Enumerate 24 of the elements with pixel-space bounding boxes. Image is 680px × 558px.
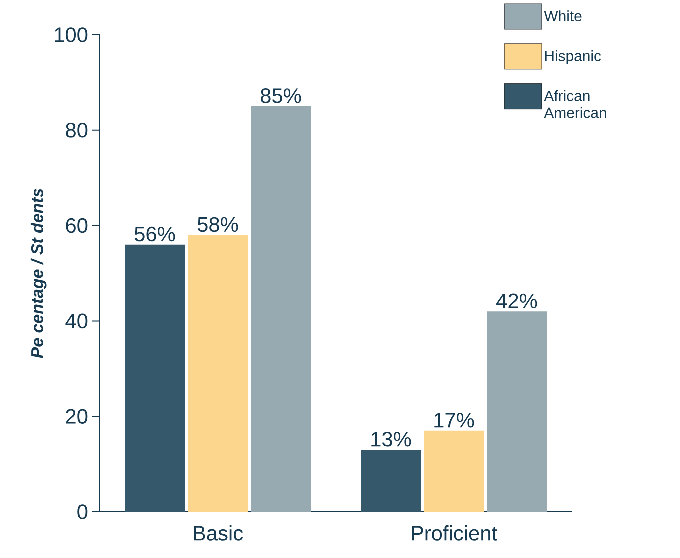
legend-label: Hispanic <box>545 50 602 64</box>
y-tick-label: 80 <box>66 122 88 138</box>
data-label: 13% <box>372 432 412 447</box>
data-label: 58% <box>198 217 238 232</box>
bar <box>125 244 185 512</box>
bar <box>188 235 248 512</box>
x-tick-label: Proficient <box>412 526 498 541</box>
data-label: 17% <box>434 413 474 428</box>
y-tick-label: 60 <box>66 218 88 234</box>
bar <box>251 106 312 512</box>
legend-label: African American <box>544 90 606 118</box>
y-tick-label: 40 <box>66 314 88 329</box>
y-tick-label: 100 <box>55 28 88 42</box>
bar <box>424 430 484 512</box>
data-label: 56% <box>134 226 176 242</box>
y-tick-label: 20 <box>66 409 88 424</box>
data-label: 85% <box>260 88 302 104</box>
x-tick-label: Basic <box>194 526 244 541</box>
bar <box>361 450 422 512</box>
legend-label: White <box>544 10 582 22</box>
y-axis-title: Pe centage / St dents <box>30 188 47 358</box>
bar <box>487 312 548 512</box>
data-label: 42% <box>496 294 538 308</box>
y-tick-label: 0 <box>78 504 88 520</box>
